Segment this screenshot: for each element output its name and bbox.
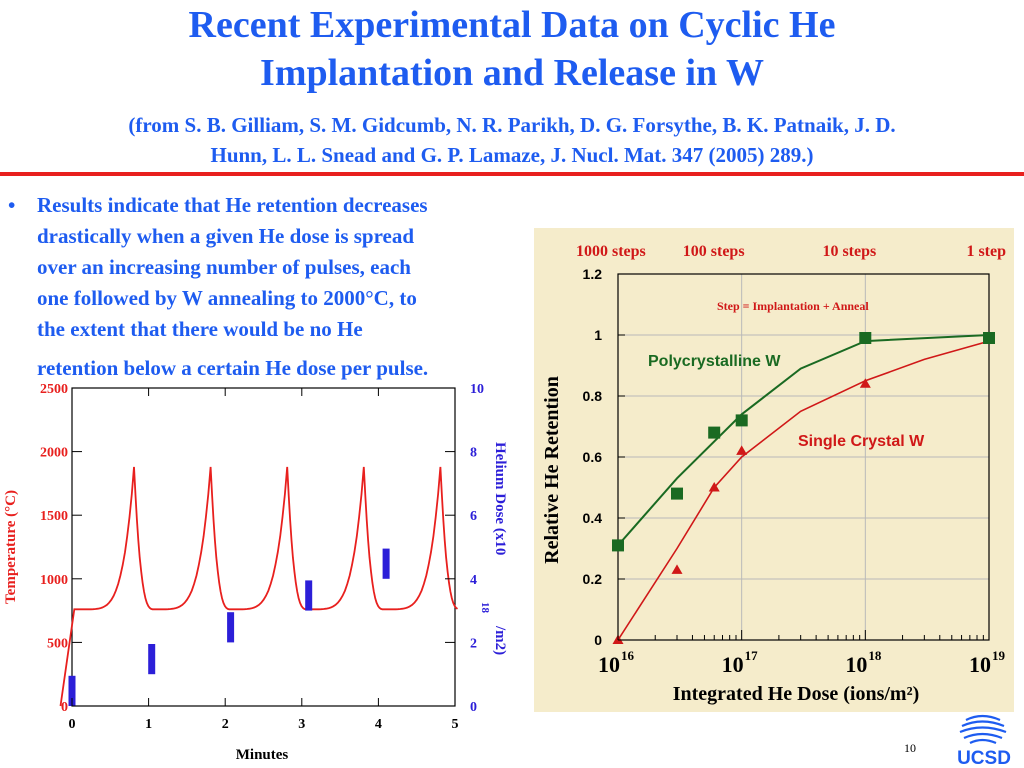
ucsd-logo: UCSD	[957, 714, 1011, 768]
single-crystal-fit-line	[617, 340, 990, 641]
x-tick-label-base-17: 10	[722, 652, 744, 677]
dose-bar-2	[148, 644, 156, 675]
retention-chart: 1000 steps 100 steps 10 steps 1 step Step =…	[534, 228, 1014, 712]
chart2-y-title: Relative He Retention	[541, 376, 563, 564]
y2-tick-label-10: 10	[470, 382, 484, 397]
step-labels: 1000 steps 100 steps 10 steps 1 step	[576, 243, 1006, 260]
dose-bar-3	[227, 612, 235, 643]
logo-wave-mark	[959, 714, 1007, 745]
x-tick-label-base-18: 10	[845, 652, 867, 677]
polycrystalline-point-2	[671, 487, 683, 500]
y-tick-label-1.2: 1.2	[583, 266, 603, 282]
x-tick-label-0: 0	[69, 717, 76, 732]
title-divider	[0, 172, 1024, 176]
step-annotation: Step = Implantation + Anneal	[717, 299, 869, 313]
chart2-background	[534, 228, 1014, 712]
y-tick-label-0.4: 0.4	[583, 510, 603, 526]
chart1-y2-title-part1: Helium Dose (x10	[492, 442, 508, 555]
y2-tick-label-0: 0	[470, 700, 477, 715]
page-number: 10	[904, 741, 916, 755]
y-tick-label-0: 0	[61, 700, 68, 715]
x-tick-label-1: 1	[145, 717, 152, 732]
x-tick-label-exp-19: 19	[992, 648, 1006, 663]
bullet-marker: •	[8, 193, 16, 217]
polycrystalline-point-6	[983, 332, 995, 344]
dose-bar-4	[305, 580, 313, 611]
slide-title-line-2: Implantation and Release in W	[260, 52, 764, 94]
polycrystalline-point-4	[735, 414, 748, 427]
y-tick-label-0.2: 0.2	[583, 571, 603, 587]
y-tick-label-0: 0	[594, 632, 602, 648]
x-tick-label-4: 4	[375, 717, 382, 732]
temperature-curve	[59, 466, 459, 707]
x-tick-label-exp-16: 16	[621, 648, 635, 663]
x-tick-label-base-19: 10	[969, 652, 991, 677]
y-tick-label-1000: 1000	[40, 573, 68, 588]
dose-bar-5	[382, 548, 390, 579]
chart1-y2-title-part2: /m2)	[492, 625, 508, 655]
chart1-y2-title-exponent: 18	[479, 602, 491, 614]
single-crystal-point-4	[736, 445, 748, 455]
bullet-line-1: Results indicate that He retention decre…	[37, 193, 428, 217]
x-tick-label-2: 2	[222, 717, 229, 732]
y2-tick-label-8: 8	[470, 446, 477, 461]
dose-bar-1	[68, 675, 76, 706]
y2-tick-label-4: 4	[470, 573, 477, 588]
x-tick-label-base-16: 10	[598, 652, 620, 677]
step-label-1: 1000 steps	[576, 243, 646, 260]
y-tick-label-500: 500	[47, 636, 68, 651]
polycrystalline-point-5	[859, 332, 872, 344]
slide-title-line-1: Recent Experimental Data on Cyclic He	[188, 4, 836, 46]
polycrystalline-points	[612, 332, 995, 552]
series-label-single-crystal: Single Crystal W	[798, 433, 925, 450]
x-tick-label-exp-18: 18	[868, 648, 882, 663]
chart2-ticks: 00.20.40.60.811.210 16 10 17 10 18 10 19	[583, 266, 1006, 677]
single-crystal-point-3	[708, 482, 720, 492]
bullet-line-2: drastically when a given He dose is spre…	[37, 224, 415, 248]
dose-bars	[68, 548, 390, 706]
polycrystalline-point-1	[612, 539, 624, 552]
x-tick-label-exp-17: 17	[745, 648, 759, 663]
logo-text: UCSD	[957, 748, 1011, 768]
step-label-4: 1 step	[966, 243, 1006, 260]
y-tick-label-0.6: 0.6	[583, 449, 603, 465]
step-label-2: 100 steps	[683, 243, 745, 260]
chart1-y-title: Temperature (°C)	[3, 490, 19, 604]
y2-tick-label-6: 6	[470, 509, 477, 524]
series-label-polycrystalline: Polycrystalline W	[648, 353, 781, 370]
y-tick-label-1: 1	[594, 327, 602, 343]
chart2-x-title: Integrated He Dose (ions/m²)	[673, 683, 920, 705]
chart1-frame	[71, 387, 456, 707]
chart1-x-title: Minutes	[236, 747, 289, 763]
polycrystalline-point-3	[708, 426, 721, 439]
single-crystal-point-5	[859, 378, 871, 388]
bullet-line-6: retention below a certain He dose per pu…	[37, 356, 429, 380]
y2-tick-label-2: 2	[470, 636, 477, 651]
y-tick-label-0.8: 0.8	[583, 388, 603, 404]
bullet-line-3: over an increasing number of pulses, eac…	[37, 255, 411, 279]
citation-line-2: Hunn, L. L. Snead and G. P. Lamaze, J. N…	[210, 143, 814, 167]
step-label-3: 10 steps	[822, 243, 876, 260]
x-tick-label-3: 3	[298, 717, 305, 732]
x-tick-label-5: 5	[452, 717, 459, 732]
y-tick-label-1500: 1500	[40, 509, 68, 524]
citation-line-1: (from S. B. Gilliam, S. M. Gidcumb, N. R…	[128, 113, 896, 137]
bullet-line-4: one followed by W annealing to 2000°C, t…	[37, 286, 417, 310]
bullet-line-5: the extent that there would be no He	[37, 317, 363, 341]
polycrystalline-fit-line	[617, 334, 990, 547]
y-tick-label-2000: 2000	[40, 446, 68, 461]
y-tick-label-2500: 2500	[40, 382, 68, 397]
single-crystal-point-2	[671, 564, 683, 574]
